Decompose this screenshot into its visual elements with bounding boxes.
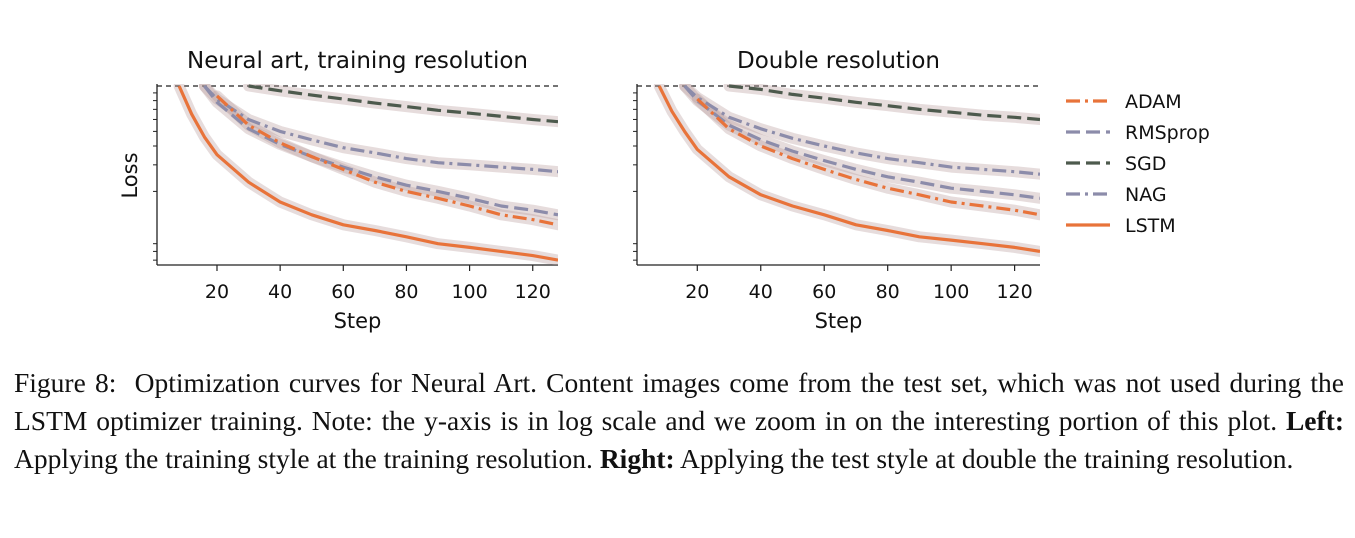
series-line-lstm [177,85,558,262]
x-tick-label: 80 [876,281,900,303]
x-tick-label: 120 [515,281,551,303]
caption-right-text: Applying the test style at double the tr… [680,443,1294,474]
series-line-sgd [728,84,1040,122]
series-line-adam [215,94,558,227]
x-tick-label: 120 [996,281,1032,303]
series-line-nag [203,84,558,174]
x-tick-label: 60 [812,281,836,303]
x-axis-label: Step [334,309,382,333]
series-line-lstm [657,85,1040,253]
legend: ADAM RMSprop SGD NAG LSTM [1066,91,1210,237]
caption-left-text: Applying the training style at the train… [14,443,593,474]
series-line-rmsprop [203,85,558,217]
series-line-rmsprop [683,84,1040,200]
legend-label-sgd: SGD [1125,153,1166,175]
caption-text: Optimization curves for Neural Art. Cont… [14,367,1345,436]
legend-label-rmsprop: RMSprop [1125,122,1210,144]
x-tick-label: 40 [749,281,773,303]
legend-label-adam: ADAM [1125,91,1182,113]
legend-label-lstm: LSTM [1125,215,1176,237]
series-line-nag [683,84,1040,176]
x-tick-label: 80 [394,281,418,303]
series-line-sgd [248,84,558,124]
figure-caption: Figure 8: Optimization curves for Neural… [14,364,1344,478]
right-panel: 20 40 60 80 100 120 Double resolution Step [633,48,1040,333]
caption-left-label: Left: [1285,405,1344,436]
legend-label-nag: NAG [1125,184,1167,206]
x-tick-label: 60 [331,281,355,303]
figure: 20 40 60 80 100 120 Neural art, training resol… [118,48,1210,333]
y-axis-label: Loss [118,152,142,198]
x-tick-label: 100 [933,281,969,303]
panel-title: Neural art, training resolution [187,48,528,74]
x-tick-label: 20 [205,281,229,303]
panel-title: Double resolution [737,48,940,74]
x-tick-label: 100 [451,281,487,303]
x-tick-label: 40 [268,281,292,303]
x-tick-label: 20 [685,281,709,303]
series-line-adam [696,97,1040,217]
left-panel: 20 40 60 80 100 120 Neural art, training resol… [118,48,558,333]
caption-label: Figure 8: [14,367,117,398]
caption-right-label: Right: [599,443,675,474]
x-axis-label: Step [815,309,863,333]
